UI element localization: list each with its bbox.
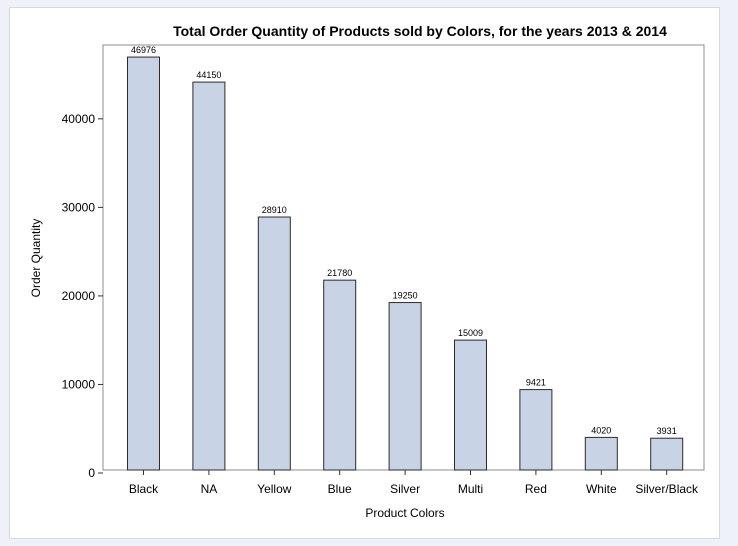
bar-value-label: 3931 [657, 426, 677, 436]
bar [127, 56, 160, 471]
bar-value-label: 21780 [327, 268, 352, 278]
bar [388, 302, 422, 471]
bar-value-label: 28910 [262, 205, 287, 215]
bar-value-label: 19250 [393, 291, 418, 301]
bar [454, 339, 487, 471]
y-axis-label: Order Quantity [29, 219, 43, 298]
bar-value-label: 15009 [458, 328, 483, 338]
x-axis-label: Product Colors [365, 506, 444, 520]
y-tick-label: 30000 [62, 200, 96, 214]
bar [650, 437, 684, 471]
chart-title: Total Order Quantity of Products sold by… [173, 23, 667, 39]
bar [584, 436, 618, 471]
x-axis: Black NA Yellow Blue Silver Multi Red White Silv… [129, 470, 699, 496]
x-tick-label: Red [525, 482, 547, 496]
bar-value-label: 44150 [196, 70, 221, 80]
x-tick-label: White [586, 482, 617, 496]
bar [192, 81, 226, 471]
y-tick-label: 40000 [62, 112, 96, 126]
x-tick-label: NA [201, 482, 218, 496]
x-tick-label: Yellow [257, 482, 292, 496]
x-tick-label: Black [129, 482, 159, 496]
x-tick-label: Multi [458, 482, 483, 496]
y-axis: 0 10000 20000 30000 40000 [62, 112, 103, 480]
x-tick-label: Blue [328, 482, 352, 496]
bar [257, 216, 291, 471]
y-tick-label: 0 [88, 466, 95, 480]
y-tick-label: 20000 [62, 289, 96, 303]
y-tick-label: 10000 [62, 377, 96, 391]
bars: 46976 44150 28910 21780 19250 15009 9421 4020 39… [127, 45, 684, 471]
bar-value-label: 46976 [131, 45, 156, 55]
bar [519, 389, 553, 471]
x-tick-label: Silver [390, 482, 420, 496]
bar [323, 279, 357, 471]
bar-value-label: 4020 [591, 425, 611, 435]
x-tick-label: Silver/Black [635, 482, 699, 496]
bar-value-label: 9421 [526, 378, 546, 388]
